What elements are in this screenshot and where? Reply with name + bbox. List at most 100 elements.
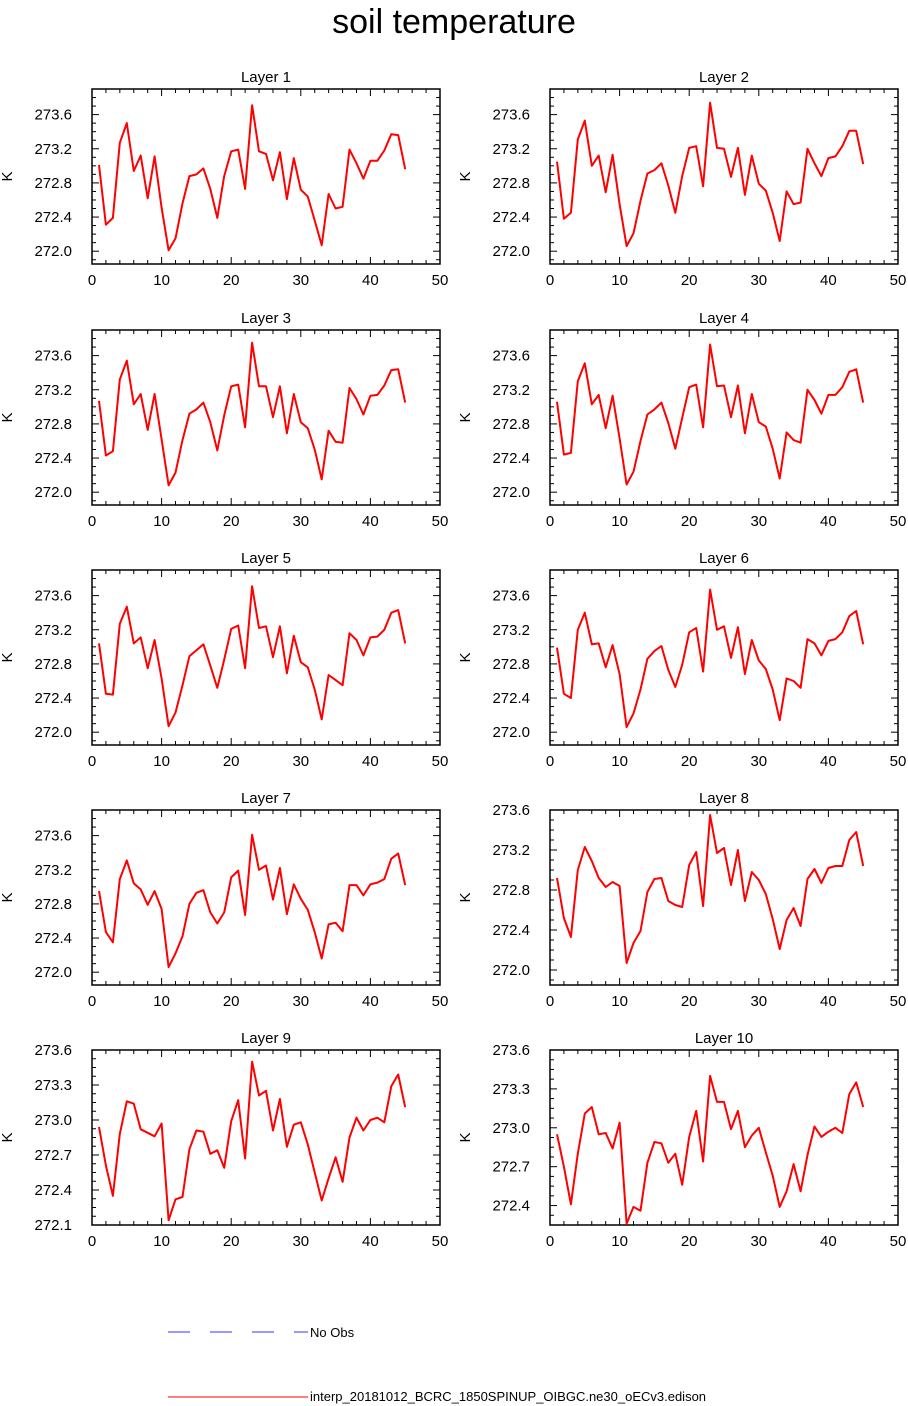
x-tick-label: 30 [750,272,767,289]
y-tick-label: 272.4 [34,1182,72,1199]
y-tick-label: 273.2 [492,141,530,158]
y-tick-label: 272.0 [34,724,72,741]
y-tick-label: 273.6 [492,1042,530,1059]
x-tick-label: 40 [362,753,379,770]
series-line [556,343,865,486]
x-tick-label: 10 [611,513,628,530]
x-tick-label: 50 [890,272,907,289]
x-tick-label: 50 [890,993,907,1010]
panel-title: Layer 7 [241,790,291,807]
panel-6: Layer 6 0 10 20 30 40 50 272.0 272.4 272.8 273.2 27… [457,550,906,770]
y-tick-label: 272.4 [492,1198,530,1215]
x-tick-label: 50 [432,993,449,1010]
x-tick-label: 10 [153,1233,170,1250]
y-axis-label: K [457,171,474,181]
x-tick-label: 20 [681,272,698,289]
y-tick-label: 272.1 [34,1217,72,1234]
plot-frame [549,329,899,506]
y-axis-label: K [0,1132,16,1142]
y-tick-label: 272.4 [492,690,530,707]
y-tick-label: 272.8 [34,656,72,673]
x-tick-label: 30 [292,272,309,289]
series-line [98,585,407,728]
y-tick-label: 273.2 [34,862,72,879]
panel-4: Layer 4 0 10 20 30 40 50 272.0 272.4 272.8 273.2 27… [457,310,906,530]
series-line [556,101,865,248]
x-tick-label: 40 [362,993,379,1010]
x-tick-label: 20 [223,1233,240,1250]
chart-title: soil temperature [332,3,576,41]
y-tick-label: 273.0 [34,1112,72,1129]
x-tick-label: 30 [292,993,309,1010]
series-line [556,814,865,964]
y-tick-label: 273.2 [34,622,72,639]
y-tick-label: 272.0 [34,243,72,260]
x-tick-label: 30 [292,753,309,770]
x-tick-label: 40 [820,993,837,1010]
panel-title: Layer 2 [699,69,749,86]
panel-8: Layer 8 0 10 20 30 40 50 272.0 272.4 272.8 273.2 27… [457,790,906,1010]
y-tick-label: 272.0 [34,964,72,981]
x-tick-label: 20 [681,1233,698,1250]
y-tick-label: 272.8 [34,416,72,433]
plot-frame [91,88,441,265]
y-tick-label: 272.0 [492,484,530,501]
panel-title: Layer 4 [699,310,749,327]
x-tick-label: 0 [546,1233,554,1250]
y-axis-label: K [457,412,474,422]
panel-title: Layer 10 [695,1030,753,1047]
panel-title: Layer 1 [241,69,291,86]
y-axis-label: K [457,1132,474,1142]
panel-2: Layer 2 0 10 20 30 40 50 272.0 272.4 272.8 273.2 27… [457,69,906,289]
x-tick-label: 30 [750,753,767,770]
y-tick-label: 273.6 [492,802,530,819]
y-axis-label: K [0,652,16,662]
x-tick-label: 40 [820,753,837,770]
plot-frame [549,569,899,746]
y-tick-label: 272.8 [492,656,530,673]
panel-3: Layer 3 0 10 20 30 40 50 272.0 272.4 272.8 273.2 27… [0,310,448,530]
x-tick-label: 10 [153,272,170,289]
x-tick-label: 40 [362,513,379,530]
y-tick-label: 273.6 [34,107,72,124]
y-tick-label: 273.6 [34,348,72,365]
series-line [556,588,865,729]
series-line [98,104,407,252]
series-line [98,1060,407,1222]
x-tick-label: 30 [750,513,767,530]
y-tick-label: 273.6 [492,348,530,365]
y-axis-label: K [0,412,16,422]
y-axis-label: K [457,892,474,902]
x-tick-label: 0 [546,993,554,1010]
y-tick-label: 273.0 [492,1120,530,1137]
x-tick-label: 50 [890,753,907,770]
x-tick-label: 10 [611,993,628,1010]
x-tick-label: 0 [88,1233,96,1250]
x-tick-label: 0 [88,993,96,1010]
plot-frame [91,569,441,746]
x-tick-label: 0 [88,272,96,289]
y-tick-label: 273.6 [34,828,72,845]
y-tick-label: 272.4 [34,690,72,707]
x-tick-label: 30 [292,1233,309,1250]
panel-title: Layer 6 [699,550,749,567]
y-tick-label: 272.0 [492,243,530,260]
panel-10: Layer 10 0 10 20 30 40 50 272.4 272.7 273.0 273.3 2… [457,1030,906,1250]
x-tick-label: 40 [362,272,379,289]
y-tick-label: 272.8 [492,416,530,433]
plot-frame [549,1049,899,1226]
x-tick-label: 20 [223,272,240,289]
x-tick-label: 40 [820,272,837,289]
y-tick-label: 273.2 [492,622,530,639]
panel-7: Layer 7 0 10 20 30 40 50 272.0 272.4 272.8 273.2 27… [0,790,448,1010]
x-tick-label: 20 [681,993,698,1010]
x-tick-label: 0 [546,513,554,530]
panel-9: Layer 9 0 10 20 30 40 50 272.1 272.4 272.7 273.0 27… [0,1030,448,1250]
y-tick-label: 272.7 [492,1159,530,1176]
series-line [98,833,407,969]
y-tick-label: 272.4 [34,209,72,226]
y-tick-label: 273.6 [34,1042,72,1059]
y-axis-label: K [0,892,16,902]
y-tick-label: 272.4 [492,922,530,939]
x-tick-label: 10 [153,753,170,770]
